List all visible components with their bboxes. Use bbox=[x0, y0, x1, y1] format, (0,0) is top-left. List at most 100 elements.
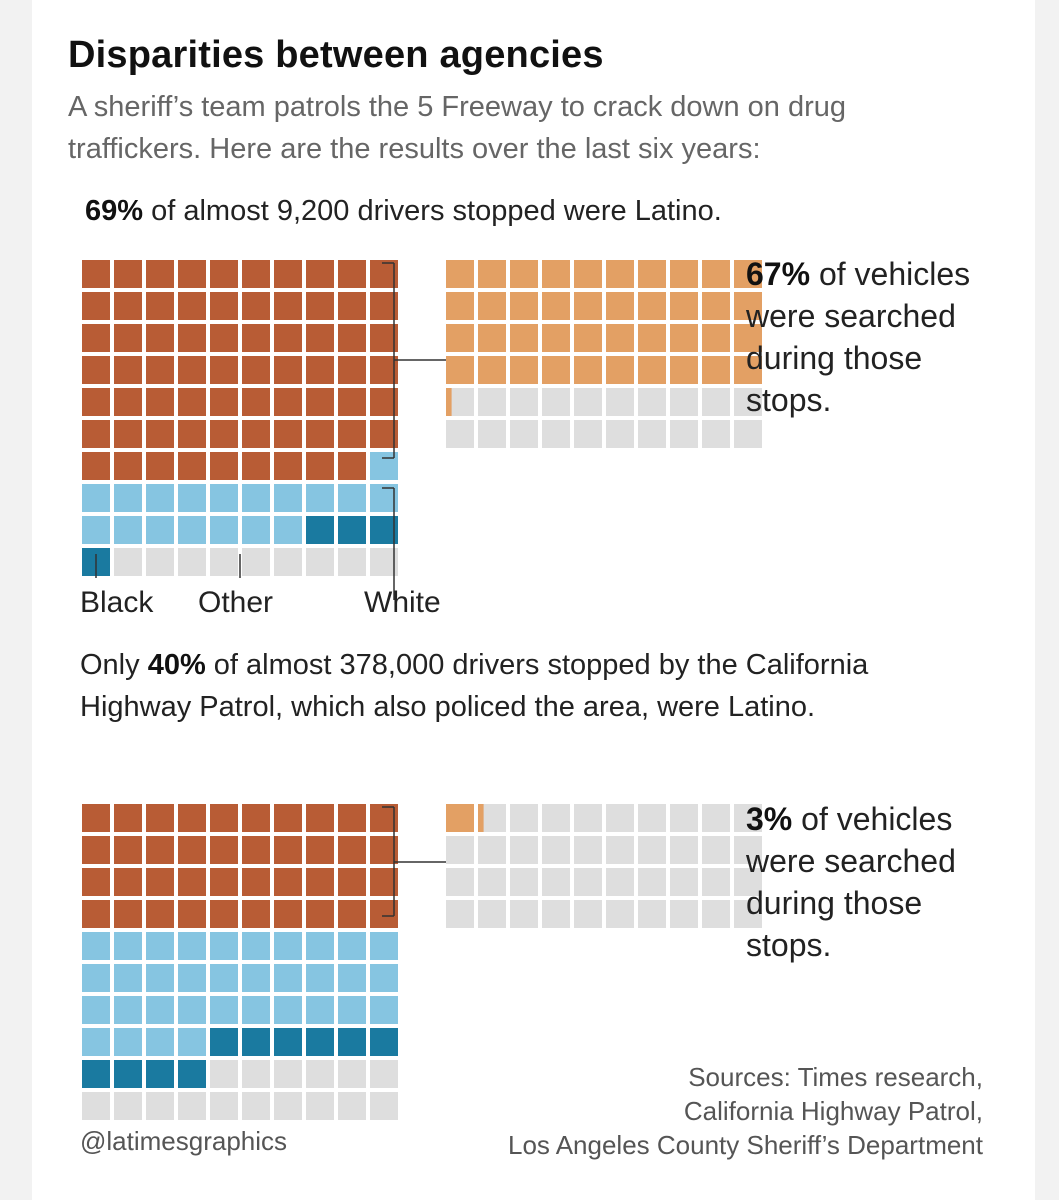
sheriff-cell-white bbox=[274, 516, 302, 544]
chp-search-cell bbox=[542, 900, 570, 928]
chp-cell-latino bbox=[114, 836, 142, 864]
chp-cell-white bbox=[210, 964, 238, 992]
chp-cell-white bbox=[242, 964, 270, 992]
chp-search-cell bbox=[606, 868, 634, 896]
sheriff-cell-other bbox=[146, 548, 174, 576]
sheriff-search-cell-searched bbox=[510, 292, 538, 320]
chp-cell-white bbox=[338, 964, 366, 992]
sheriff-search-cell-searched bbox=[446, 388, 452, 416]
sheriff-cell-latino bbox=[114, 260, 142, 288]
sheriff-cell-white bbox=[242, 484, 270, 512]
chp-sentence: Only 40% of almost 378,000 drivers stopp… bbox=[80, 644, 940, 728]
sheriff-search-cell-searched bbox=[734, 356, 762, 384]
chp-cell-black bbox=[242, 1028, 270, 1056]
chp-cell-latino bbox=[306, 900, 334, 928]
chp-search-cell bbox=[574, 804, 602, 832]
chp-cell-other bbox=[210, 1092, 238, 1120]
chp-cell-other bbox=[178, 1092, 206, 1120]
chp-cell-white bbox=[210, 996, 238, 1024]
sheriff-search-cell-searched bbox=[638, 356, 666, 384]
sheriff-search-cell-searched bbox=[574, 324, 602, 352]
chp-search-cell bbox=[478, 868, 506, 896]
chp-cell-white bbox=[146, 964, 174, 992]
chp-search-cell bbox=[606, 804, 634, 832]
chp-cell-latino bbox=[146, 804, 174, 832]
sheriff-cell-latino bbox=[306, 324, 334, 352]
chp-search-cell bbox=[574, 868, 602, 896]
label-other: Other bbox=[198, 586, 274, 619]
sheriff-search-cell-searched bbox=[478, 324, 506, 352]
sheriff-cell-other bbox=[114, 548, 142, 576]
chp-search-cell bbox=[446, 868, 474, 896]
chp-cell-other bbox=[114, 1092, 142, 1120]
chp-cell-latino bbox=[306, 804, 334, 832]
chp-search-cell bbox=[542, 804, 570, 832]
sheriff-cell-white bbox=[210, 516, 238, 544]
chp-search-cell bbox=[734, 836, 762, 864]
chp-cell-latino bbox=[338, 836, 366, 864]
chp-cell-latino bbox=[114, 804, 142, 832]
sheriff-search-cell-searched bbox=[574, 260, 602, 288]
sheriff-cell-latino bbox=[274, 260, 302, 288]
chp-cell-latino bbox=[82, 900, 110, 928]
sheriff-cell-latino bbox=[338, 452, 366, 480]
chp-cell-other bbox=[338, 1060, 366, 1088]
chp-cell-latino bbox=[274, 804, 302, 832]
chp-cell-latino bbox=[274, 900, 302, 928]
sheriff-cell-other bbox=[274, 548, 302, 576]
sheriff-cell-latino bbox=[338, 420, 366, 448]
chp-search-cell bbox=[702, 836, 730, 864]
sheriff-cell-latino bbox=[306, 452, 334, 480]
sheriff-cell-latino bbox=[178, 388, 206, 416]
sheriff-search-cell-searched bbox=[638, 292, 666, 320]
chp-cell-other bbox=[370, 1060, 398, 1088]
sheriff-cell-latino bbox=[210, 292, 238, 320]
sheriff-search-cell-searched bbox=[478, 356, 506, 384]
sheriff-search-cell bbox=[734, 388, 762, 416]
sheriff-search-cell-searched bbox=[574, 356, 602, 384]
sheriff-cell-latino bbox=[114, 420, 142, 448]
sources: Sources: Times research, California High… bbox=[508, 1060, 983, 1162]
sheriff-cell-latino bbox=[114, 324, 142, 352]
sheriff-bracket bbox=[382, 262, 446, 600]
sheriff-search-stat: 67% of vehicles were searched during tho… bbox=[746, 253, 996, 421]
sheriff-search-pct: 67% bbox=[746, 256, 811, 292]
chp-search-cell bbox=[510, 868, 538, 896]
chp-cell-other bbox=[210, 1060, 238, 1088]
sheriff-cell-latino bbox=[210, 260, 238, 288]
source-line: Sources: Times research, bbox=[688, 1062, 983, 1092]
chp-cell-black bbox=[306, 1028, 334, 1056]
chp-race-waffle bbox=[82, 804, 398, 1120]
subtitle-line: traffickers. Here are the results over t… bbox=[68, 133, 761, 165]
label-black: Black bbox=[80, 586, 154, 619]
chp-cell-other bbox=[82, 1092, 110, 1120]
sheriff-sentence: 69% of almost 9,200 drivers stopped were… bbox=[85, 190, 722, 232]
sheriff-cell-latino bbox=[178, 324, 206, 352]
sheriff-search-waffle bbox=[446, 260, 762, 448]
sheriff-search-cell-searched bbox=[702, 260, 730, 288]
chp-search-cell bbox=[702, 900, 730, 928]
sheriff-cell-white bbox=[82, 484, 110, 512]
chp-search-cell bbox=[638, 900, 666, 928]
sheriff-search-cell-searched bbox=[702, 356, 730, 384]
sheriff-cell-white bbox=[338, 484, 366, 512]
chp-search-cell bbox=[542, 868, 570, 896]
chp-cell-white bbox=[274, 932, 302, 960]
sheriff-search-cell-searched bbox=[670, 356, 698, 384]
chp-search-cell bbox=[446, 836, 474, 864]
sheriff-search-cell-searched bbox=[446, 356, 474, 384]
sheriff-search-cell bbox=[670, 420, 698, 448]
sheriff-search-cell-searched bbox=[478, 292, 506, 320]
sheriff-cell-latino bbox=[306, 260, 334, 288]
chp-cell-latino bbox=[114, 900, 142, 928]
chp-cell-white bbox=[370, 996, 398, 1024]
chp-search-cell bbox=[510, 836, 538, 864]
chp-cell-black bbox=[146, 1060, 174, 1088]
sheriff-search-cell-searched bbox=[702, 292, 730, 320]
sheriff-cell-latino bbox=[146, 292, 174, 320]
sheriff-cell-white bbox=[146, 484, 174, 512]
chp-cell-latino bbox=[242, 804, 270, 832]
chp-search-cell bbox=[670, 900, 698, 928]
sheriff-cell-latino bbox=[306, 292, 334, 320]
sheriff-search-cell bbox=[510, 420, 538, 448]
